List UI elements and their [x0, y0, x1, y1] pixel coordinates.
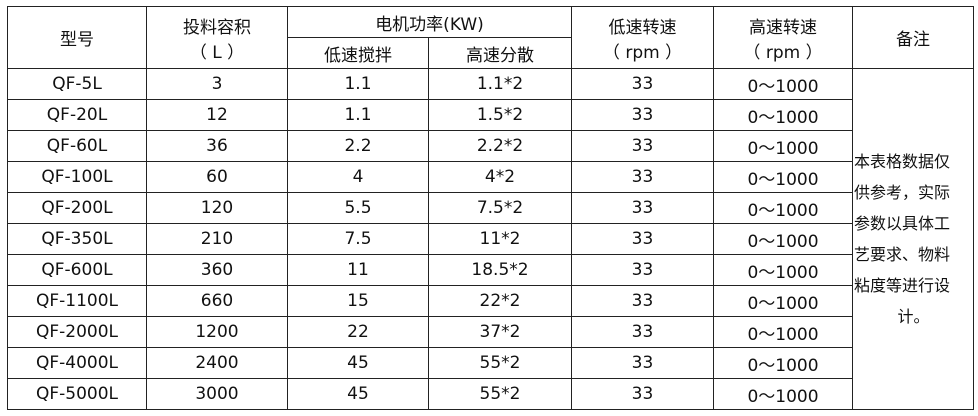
table-cell: 4*2	[428, 161, 572, 193]
table-cell: 33	[571, 316, 714, 348]
table-cell: 11*2	[428, 223, 572, 255]
table-cell: QF-100L	[7, 161, 147, 193]
table-cell: 45	[287, 378, 429, 410]
table-row: QF-20L 12 1.1 1.5*2 33 0～1000	[7, 99, 974, 131]
table-row: QF-4000L 2400 45 55*2 33 0～1000	[7, 347, 974, 379]
header-power-high: 高速分散	[428, 37, 572, 69]
table-row: QF-600L 360 11 18.5*2 33 0～1000	[7, 254, 974, 286]
table-row: QF-5L 3 1.1 1.1*2 33 0～1000 本表格数据仅 供参考，实际 参数以具体工…	[7, 68, 974, 410]
table-cell: 55*2	[428, 347, 572, 379]
table-row: QF-200L 120 5.5 7.5*2 33 0～1000	[7, 192, 974, 224]
table-cell: 22	[287, 316, 429, 348]
table-cell: 5.5	[287, 192, 429, 224]
table-cell: QF-5L	[7, 68, 147, 100]
table-cell: 33	[571, 285, 714, 317]
table-cell: 0～1000	[713, 130, 853, 162]
header-model: 型号	[7, 6, 147, 69]
table-row: QF-1100L 660 15 22*2 33 0～1000	[7, 285, 974, 317]
table-cell: 1.5*2	[428, 99, 572, 131]
table-cell: QF-5000L	[7, 378, 147, 410]
table-cell: 360	[146, 254, 288, 286]
table-cell: 3	[146, 68, 288, 100]
table-cell: 0～1000	[713, 285, 853, 317]
table-cell: 0～1000	[713, 192, 853, 224]
table-cell: QF-20L	[7, 99, 147, 131]
table-cell: 33	[571, 254, 714, 286]
remark-line: 粘度等进行设	[854, 276, 951, 295]
table-cell: 33	[571, 99, 714, 131]
table-cell: 0～1000	[713, 378, 853, 410]
table-cell: QF-600L	[7, 254, 147, 286]
table-cell: 1.1*2	[428, 68, 572, 100]
table-cell: QF-4000L	[7, 347, 147, 379]
remark-line: 艺要求、物料	[854, 245, 951, 264]
table-cell: 4	[287, 161, 429, 193]
table-cell: 45	[287, 347, 429, 379]
table-cell: 37*2	[428, 316, 572, 348]
table-row: QF-100L 60 4 4*2 33 0～1000	[7, 161, 974, 193]
table-cell: 33	[571, 192, 714, 224]
table-cell: 1.1	[287, 99, 429, 131]
table-cell: 3000	[146, 378, 288, 410]
table-cell: 0～1000	[713, 347, 853, 379]
header-power-low: 低速搅拌	[287, 37, 429, 69]
table-cell: 0～1000	[713, 161, 853, 193]
remark-cell: 本表格数据仅 供参考，实际 参数以具体工 艺要求、物料 粘度等进行设计。	[852, 68, 974, 410]
remark-line: 计。	[897, 307, 930, 326]
table-cell: QF-2000L	[7, 316, 147, 348]
table-cell: QF-60L	[7, 130, 147, 162]
table-cell: 660	[146, 285, 288, 317]
header-volume: 投料容积（ L ）	[146, 6, 288, 69]
table-cell: QF-1100L	[7, 285, 147, 317]
table-cell: 120	[146, 192, 288, 224]
table-cell: 33	[571, 130, 714, 162]
table-cell: 0～1000	[713, 68, 853, 100]
table-row: QF-5000L 3000 45 55*2 33 0～1000	[7, 378, 974, 410]
table-cell: 210	[146, 223, 288, 255]
table-row: QF-60L 36 2.2 2.2*2 33 0～1000	[7, 130, 974, 162]
table-cell: 0～1000	[713, 99, 853, 131]
header-high-speed: 高速转速（ rpm ）	[713, 6, 853, 69]
table-cell: 7.5*2	[428, 192, 572, 224]
table-cell: 18.5*2	[428, 254, 572, 286]
table-cell: 33	[571, 68, 714, 100]
spec-table: 型号 投料容积（ L ） 电机功率(KW) 低速转速（ rpm ） 高速转速（ …	[7, 6, 974, 410]
table-cell: 2.2	[287, 130, 429, 162]
table-cell: QF-200L	[7, 192, 147, 224]
table-cell: QF-350L	[7, 223, 147, 255]
remark-line: 参数以具体工	[854, 214, 951, 233]
header-low-speed: 低速转速（ rpm ）	[571, 6, 714, 69]
table-cell: 1200	[146, 316, 288, 348]
table-cell: 55*2	[428, 378, 572, 410]
table-cell: 7.5	[287, 223, 429, 255]
table-cell: 0～1000	[713, 254, 853, 286]
table-cell: 11	[287, 254, 429, 286]
table-cell: 15	[287, 285, 429, 317]
table-cell: 60	[146, 161, 288, 193]
table-cell: 33	[571, 347, 714, 379]
header-remark: 备注	[852, 6, 974, 69]
table-cell: 1.1	[287, 68, 429, 100]
table-cell: 2400	[146, 347, 288, 379]
table-cell: 33	[571, 161, 714, 193]
table-cell: 36	[146, 130, 288, 162]
remark-line: 本表格数据仅	[854, 152, 951, 171]
table-cell: 33	[571, 223, 714, 255]
table-cell: 22*2	[428, 285, 572, 317]
header-power: 电机功率(KW)	[287, 6, 572, 38]
table-cell: 12	[146, 99, 288, 131]
table-cell: 2.2*2	[428, 130, 572, 162]
table-cell: 0～1000	[713, 223, 853, 255]
table-row: QF-350L 210 7.5 11*2 33 0～1000	[7, 223, 974, 255]
table-row: QF-2000L 1200 22 37*2 33 0～1000	[7, 316, 974, 348]
table-cell: 0～1000	[713, 316, 853, 348]
remark-line: 供参考，实际	[854, 183, 951, 202]
table-cell: 33	[571, 378, 714, 410]
